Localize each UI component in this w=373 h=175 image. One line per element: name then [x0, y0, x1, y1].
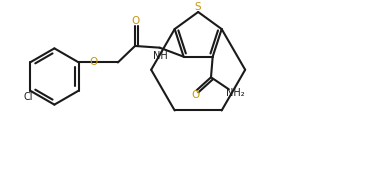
Text: O: O [131, 16, 139, 26]
Text: NH₂: NH₂ [226, 88, 244, 98]
Text: S: S [195, 2, 201, 12]
Text: O: O [192, 90, 200, 100]
Text: O: O [89, 57, 97, 67]
Text: Cl: Cl [23, 92, 33, 102]
Text: NH: NH [153, 51, 167, 61]
